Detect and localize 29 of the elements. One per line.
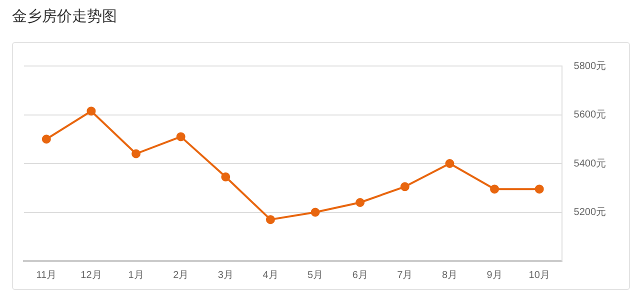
point bbox=[176, 132, 186, 142]
x-tick-label: 9月 bbox=[486, 270, 502, 281]
x-tick-label: 1月 bbox=[128, 270, 144, 281]
x-tick-label: 7月 bbox=[397, 270, 413, 281]
point bbox=[490, 184, 500, 194]
point bbox=[356, 198, 365, 207]
point bbox=[86, 106, 96, 116]
point bbox=[132, 149, 141, 158]
point bbox=[534, 184, 544, 194]
chart-title: 金乡房价走势图 bbox=[12, 7, 117, 26]
point bbox=[400, 182, 410, 192]
x-tick-label: 2月 bbox=[173, 270, 189, 281]
point bbox=[221, 172, 230, 182]
x-tick-label: 10月 bbox=[528, 270, 550, 281]
x-tick-label: 6月 bbox=[352, 270, 368, 281]
point bbox=[266, 215, 275, 224]
y-tick-label: 5800元 bbox=[574, 60, 606, 72]
point bbox=[310, 208, 320, 217]
x-tick-label: 5月 bbox=[308, 270, 324, 281]
x-tick-label: 12月 bbox=[80, 270, 102, 281]
x-tick-label: 11月 bbox=[36, 270, 57, 281]
y-tick-label: 5200元 bbox=[574, 207, 606, 218]
point bbox=[42, 134, 51, 144]
x-tick-label: 8月 bbox=[442, 270, 458, 281]
y-tick-label: 5400元 bbox=[574, 158, 606, 170]
x-tick-label: 4月 bbox=[262, 270, 278, 281]
y-tick-label: 5600元 bbox=[574, 110, 606, 120]
point bbox=[445, 159, 454, 168]
x-tick-label: 3月 bbox=[218, 270, 234, 281]
